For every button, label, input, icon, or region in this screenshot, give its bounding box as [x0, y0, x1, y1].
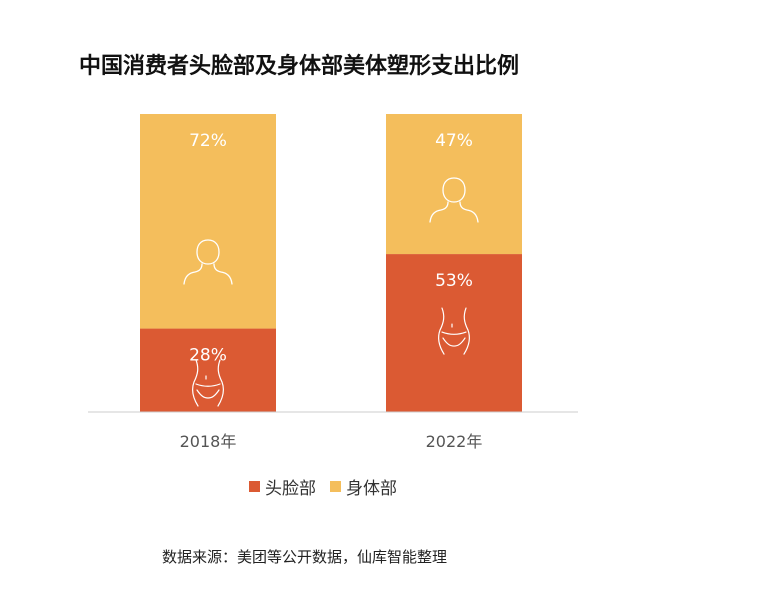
body-figure-icon — [438, 307, 470, 355]
data-label: 72% — [189, 131, 227, 151]
data-label: 47% — [435, 131, 473, 151]
bar-face-1 — [386, 254, 522, 412]
bar-face-0 — [140, 328, 276, 412]
legend: 头脸部 身体部 — [249, 474, 411, 499]
data-label: 53% — [435, 271, 473, 291]
x-tick-label: 2022年 — [426, 432, 483, 451]
legend-swatch — [330, 481, 341, 492]
legend-item: 头脸部 — [249, 474, 316, 499]
bar-body-1 — [386, 114, 522, 255]
person-silhouette-icon — [429, 177, 479, 223]
source-note: 数据来源：美团等公开数据，仙库智能整理 — [162, 548, 448, 566]
body-figure-icon — [192, 359, 224, 407]
chart-title: 中国消费者头脸部及身体部美体塑形支出比例 — [79, 54, 520, 79]
legend-label: 身体部 — [346, 479, 397, 499]
legend-swatch — [249, 481, 260, 492]
data-label: 28% — [189, 346, 227, 366]
legend-label: 头脸部 — [265, 479, 316, 499]
bar-body-0 — [140, 114, 276, 329]
legend-item: 身体部 — [330, 474, 397, 499]
x-tick-label: 2018年 — [180, 432, 237, 451]
person-silhouette-icon — [183, 239, 233, 285]
